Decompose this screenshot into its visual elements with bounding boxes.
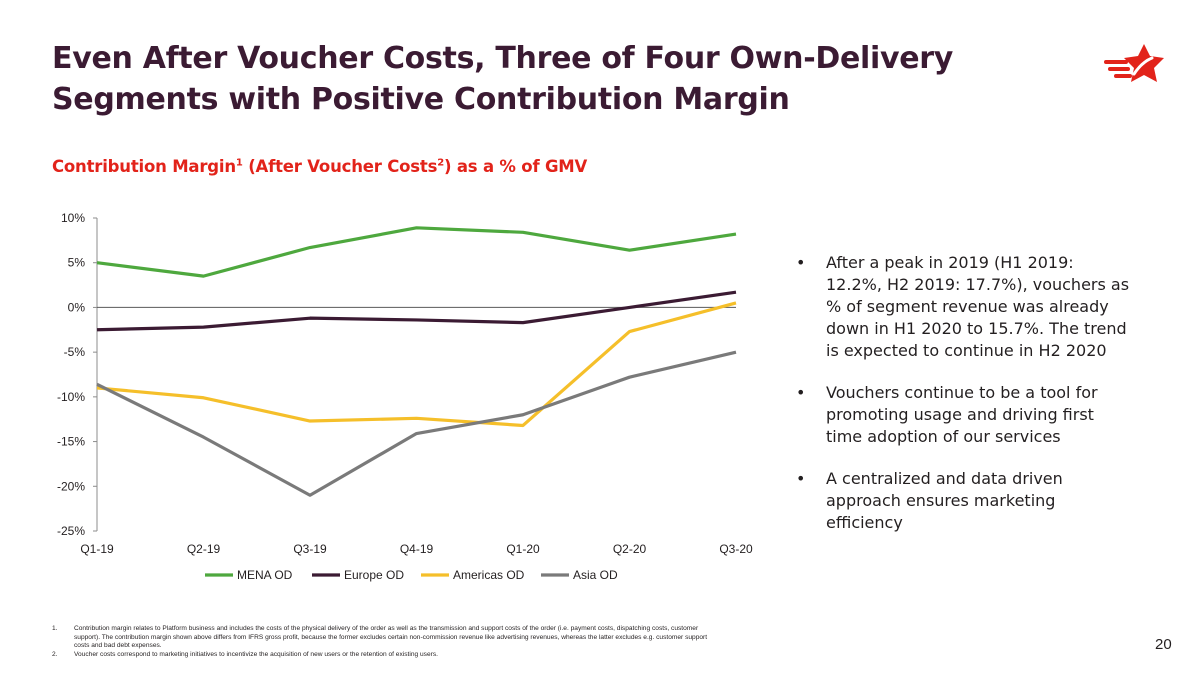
legend-label: Europe OD (344, 568, 404, 582)
series-line-americas-od (96, 301, 737, 428)
y-tick-label: 5% (68, 256, 86, 270)
bullet-item: • After a peak in 2019 (H1 2019: 12.2%, H… (796, 253, 1130, 360)
footnote-1: 1. Contribution margin relates to Platfor… (52, 625, 708, 650)
x-tick-label: Q4-19 (400, 542, 434, 556)
commentary-bullets: • After a peak in 2019 (H1 2019: 12.2%, H… (792, 252, 1132, 554)
bullet-dot: • (796, 469, 806, 488)
footnote-2: 2. Voucher costs correspond to marketing … (52, 650, 438, 658)
x-tick-label: Q3-19 (293, 542, 327, 556)
bullet-item: • Vouchers continue to be a tool for prom… (796, 383, 1098, 446)
y-tick-label: -5% (64, 345, 86, 359)
bullet-dot: • (796, 253, 806, 272)
legend-label: Asia OD (573, 568, 618, 582)
y-tick-label: 0% (68, 300, 86, 314)
x-tick-label: Q3-20 (719, 542, 753, 556)
x-tick-label: Q2-20 (613, 542, 647, 556)
y-tick-label: -15% (57, 435, 85, 449)
y-tick-label: 10% (61, 211, 85, 225)
x-tick-label: Q1-20 (506, 542, 540, 556)
legend-label: MENA OD (237, 568, 293, 582)
x-tick-label: Q2-19 (187, 542, 221, 556)
slide-title: Even After Voucher Costs, Three of Four … (52, 41, 954, 117)
series-line-asia-od (96, 350, 737, 497)
bullet-item: • A centralized and data driven approach … (796, 469, 1063, 532)
footnotes: 1. Contribution margin relates to Platfor… (52, 625, 712, 659)
chart-subtitle: Contribution Margin1 (After Voucher Cost… (52, 157, 588, 176)
series-line-mena-od (96, 226, 737, 278)
bullet-dot: • (796, 383, 806, 402)
brand-logo-icon (1104, 44, 1164, 82)
y-tick-label: -20% (57, 479, 85, 493)
page-number: 20 (1155, 636, 1172, 653)
series-line-europe-od (96, 290, 737, 332)
contribution-margin-line-chart: 10% 5% 0% -5% -10% -15% -20% -25% Q1-19 Q2-19 Q3-1… (57, 211, 753, 582)
y-tick-label: -10% (57, 390, 85, 404)
y-tick-label: -25% (57, 524, 85, 538)
legend-label: Americas OD (453, 568, 525, 582)
x-tick-label: Q1-19 (80, 542, 114, 556)
